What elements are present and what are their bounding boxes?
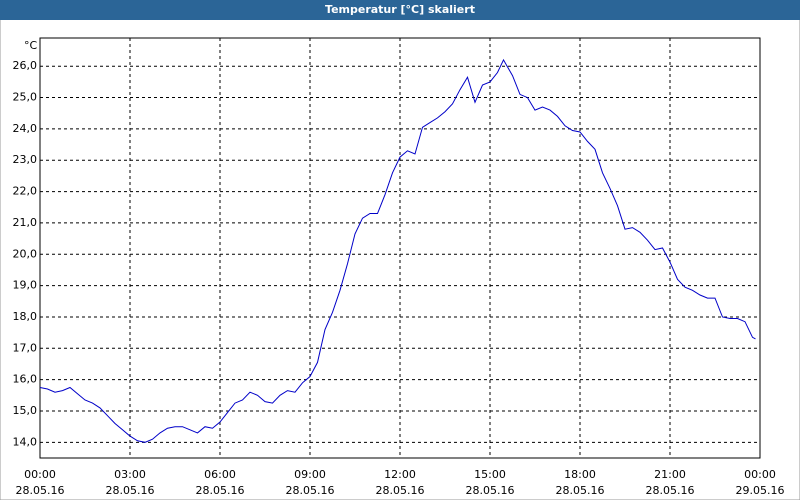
y-tick-label: 22,0 <box>13 185 38 198</box>
x-tick-date: 29.05.16 <box>736 484 785 497</box>
x-tick-date: 28.05.16 <box>106 484 155 497</box>
y-tick-label: 26,0 <box>13 59 38 72</box>
y-tick-label: 24,0 <box>13 122 38 135</box>
x-tick-label: 15:00 <box>474 468 506 481</box>
x-tick-date: 28.05.16 <box>466 484 515 497</box>
y-tick-label: 18,0 <box>13 310 38 323</box>
data-line <box>39 58 756 443</box>
x-tick-date: 28.05.16 <box>646 484 695 497</box>
x-tick-label: 18:00 <box>564 468 596 481</box>
x-tick-label: 21:00 <box>654 468 686 481</box>
x-tick-date: 28.05.16 <box>16 484 65 497</box>
y-tick-label: 15,0 <box>13 404 38 417</box>
y-tick-label: 20,0 <box>13 247 38 260</box>
x-tick-date: 28.05.16 <box>556 484 605 497</box>
y-tick-label: 21,0 <box>13 216 38 229</box>
title-bar <box>0 0 800 20</box>
y-tick-label: 25,0 <box>13 91 38 104</box>
y-unit: °C <box>24 39 38 52</box>
x-tick-label: 12:00 <box>384 468 416 481</box>
x-tick-date: 28.05.16 <box>196 484 245 497</box>
y-tick-label: 16,0 <box>13 373 38 386</box>
y-tick-label: 23,0 <box>13 153 38 166</box>
chart-title: Temperatur [°C] skaliert <box>325 3 475 16</box>
x-tick-label: 00:00 <box>744 468 776 481</box>
y-tick-label: 19,0 <box>13 279 38 292</box>
x-tick-date: 28.05.16 <box>286 484 335 497</box>
x-tick-label: 00:00 <box>24 468 56 481</box>
x-tick-label: 06:00 <box>204 468 236 481</box>
y-tick-label: 17,0 <box>13 341 38 354</box>
x-tick-label: 03:00 <box>114 468 146 481</box>
x-tick-date: 28.05.16 <box>376 484 425 497</box>
x-tick-label: 09:00 <box>294 468 326 481</box>
y-tick-label: 14,0 <box>13 435 38 448</box>
